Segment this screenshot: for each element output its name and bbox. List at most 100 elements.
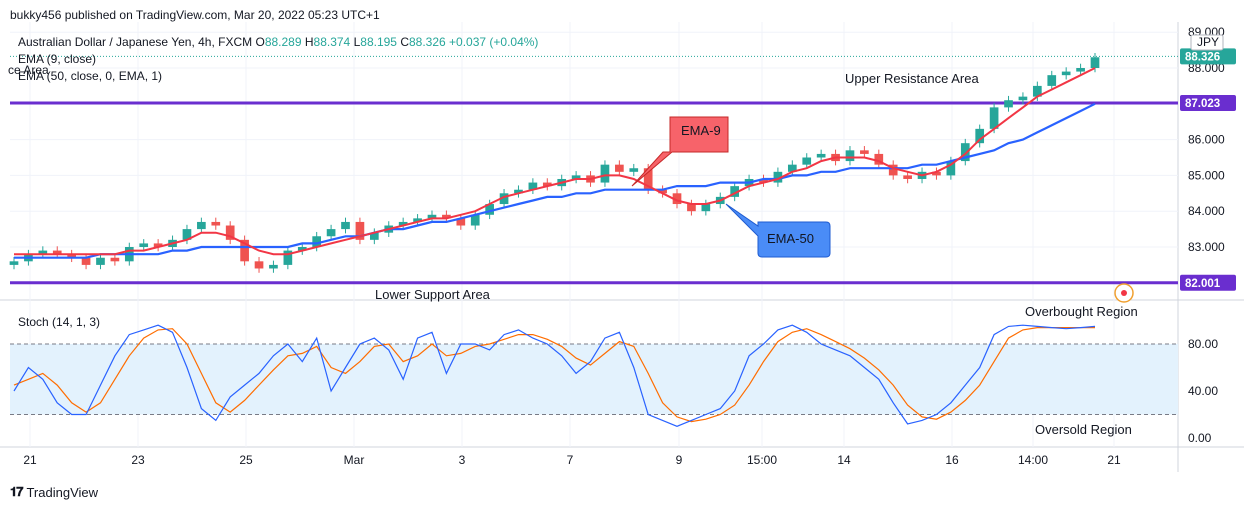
symbol-name: Australian Dollar / Japanese Yen, 4h, FX… [18, 35, 255, 49]
ohlc-label: L [354, 35, 361, 49]
candle [1076, 68, 1085, 72]
candle [874, 153, 884, 165]
price-pane[interactable] [9, 52, 1178, 285]
candle [629, 168, 639, 172]
candle [312, 236, 322, 247]
x-tick-label: 7 [567, 453, 574, 467]
candle [413, 218, 422, 222]
stoch-pane[interactable] [10, 324, 1178, 427]
candle [571, 175, 581, 179]
x-tick-label: 23 [131, 453, 145, 467]
candle [442, 214, 451, 219]
candle [845, 150, 855, 162]
ema50-callout-label: EMA-50 [767, 231, 814, 246]
candle [946, 161, 956, 176]
level-badge [1180, 274, 1236, 291]
candle [456, 218, 466, 226]
candle [225, 225, 235, 240]
last-price-badge [1180, 48, 1236, 65]
candle [514, 189, 523, 194]
clipped-area-label: ce Area [8, 63, 49, 77]
upper-resistance-label: Upper Resistance Area [845, 71, 979, 86]
stoch-tick-label: 80.00 [1188, 337, 1218, 351]
price-tick-label: 86.000 [1188, 133, 1225, 147]
candle [153, 243, 163, 247]
candle [759, 178, 768, 183]
stoch-legend: Stoch (14, 1, 3) [18, 315, 100, 329]
candle [499, 193, 509, 205]
candle [787, 164, 797, 172]
level-badge-label: 87.023 [1185, 98, 1220, 110]
candle [542, 182, 552, 187]
ema9-line [14, 67, 1096, 256]
candle [9, 261, 19, 265]
candle [888, 164, 898, 176]
price-tick-label: 84.000 [1188, 204, 1225, 218]
symbol-legend: Australian Dollar / Japanese Yen, 4h, FX… [18, 35, 538, 49]
overbought-label: Overbought Region [1025, 304, 1138, 319]
candle [369, 232, 379, 240]
x-tick-label: 14:00 [1018, 453, 1048, 467]
ohlc-label: O [255, 35, 264, 49]
ohlc-label: C [400, 35, 409, 49]
candle [283, 250, 293, 265]
stoch-tick-label: 40.00 [1188, 384, 1218, 398]
candle [615, 164, 624, 172]
candle [860, 150, 869, 154]
candle [687, 204, 696, 212]
x-tick-label: 15:00 [747, 453, 777, 467]
currency-label: JPY [1197, 35, 1219, 49]
last-price-label: 88.326 [1185, 51, 1220, 63]
candle [1047, 75, 1057, 86]
x-tick-label: 3 [459, 453, 466, 467]
price-tick-label: 85.000 [1188, 168, 1225, 182]
ema50-legend: EMA (50, close, 0, EMA, 1) [18, 69, 162, 83]
candle [240, 239, 249, 262]
stoch-band [10, 344, 1178, 415]
candle [1018, 96, 1028, 101]
candle [182, 229, 192, 240]
candle [730, 186, 740, 197]
candle [1090, 57, 1100, 68]
candle [139, 243, 149, 247]
axes: 21 23 25 Mar 3 7 9 15:00 14 16 14:00 2189.00088.000… [23, 25, 1236, 467]
ohlc-value: 88.195 [360, 35, 400, 49]
x-tick-label: 21 [1107, 453, 1121, 467]
candle [52, 250, 62, 255]
candle [528, 182, 538, 190]
candle [110, 257, 120, 262]
candle [975, 128, 985, 144]
candle [903, 175, 912, 179]
ohlc-label: H [305, 35, 314, 49]
candle [960, 143, 970, 162]
price-tick-label: 88.000 [1188, 61, 1225, 75]
x-tick-label: 21 [23, 453, 37, 467]
candle [197, 221, 206, 230]
ohlc-value: 88.374 [314, 35, 354, 49]
candle [269, 264, 278, 269]
candle [672, 193, 682, 205]
candle [470, 214, 480, 226]
level-badge [1180, 94, 1236, 111]
currency-chip [1190, 34, 1224, 51]
stoch-tick-label: 0.00 [1188, 431, 1212, 445]
candle [254, 261, 264, 269]
candle [1061, 71, 1071, 76]
ema9-callout-label: EMA-9 [681, 123, 721, 138]
candle [773, 171, 783, 183]
candle [341, 221, 350, 230]
level-badge-label: 82.001 [1185, 278, 1221, 290]
oversold-label: Oversold Region [1035, 422, 1132, 437]
candle [297, 247, 307, 251]
stoch-d-line [13, 327, 1095, 423]
tradingview-logo-icon: 𝟏𝟕 [10, 484, 24, 499]
x-tick-label: 14 [837, 453, 851, 467]
candle [600, 164, 610, 183]
x-tick-label: Mar [344, 453, 365, 467]
ohlc-value: +0.037 (+0.04%) [449, 35, 538, 49]
annotations: Australian Dollar / Japanese Yen, 4h, FX… [8, 35, 1138, 437]
candle [485, 204, 494, 215]
ohlc-value: 88.326 [409, 35, 449, 49]
candle [802, 157, 812, 165]
